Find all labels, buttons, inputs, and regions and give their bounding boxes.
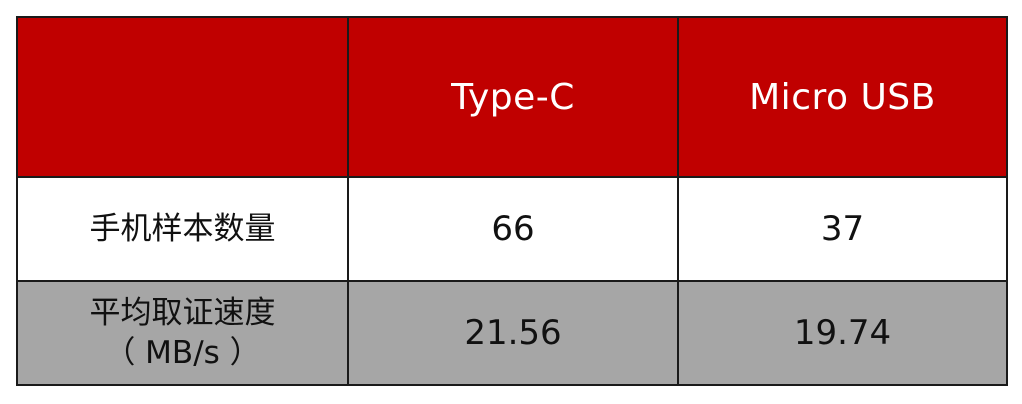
table-row-sample-count: 手机样本数量 66 37: [16, 176, 1008, 282]
header-micro-usb: Micro USB: [677, 16, 1008, 178]
cell-sample-count-micro-usb: 37: [677, 176, 1008, 282]
cell-avg-speed-type-c: 21.56: [347, 280, 679, 386]
header-row: Type-C Micro USB: [16, 16, 1008, 178]
header-type-c: Type-C: [347, 16, 679, 178]
row-label-line: 平均取证速度: [89, 294, 276, 331]
header-corner-cell: [16, 16, 349, 178]
table-row-avg-speed: 平均取证速度 （ MB/s ） 21.56 19.74: [16, 280, 1008, 386]
comparison-table: Type-C Micro USB 手机样本数量 66 37 平均取证速度 （ M…: [16, 16, 1008, 386]
row-label-avg-speed: 平均取证速度 （ MB/s ）: [16, 280, 349, 386]
cell-sample-count-type-c: 66: [347, 176, 679, 282]
row-label-line: 手机样本数量: [89, 210, 276, 247]
row-label-sample-count: 手机样本数量: [16, 176, 349, 282]
cell-avg-speed-micro-usb: 19.74: [677, 280, 1008, 386]
row-label-unit: （ MB/s ）: [104, 335, 261, 371]
